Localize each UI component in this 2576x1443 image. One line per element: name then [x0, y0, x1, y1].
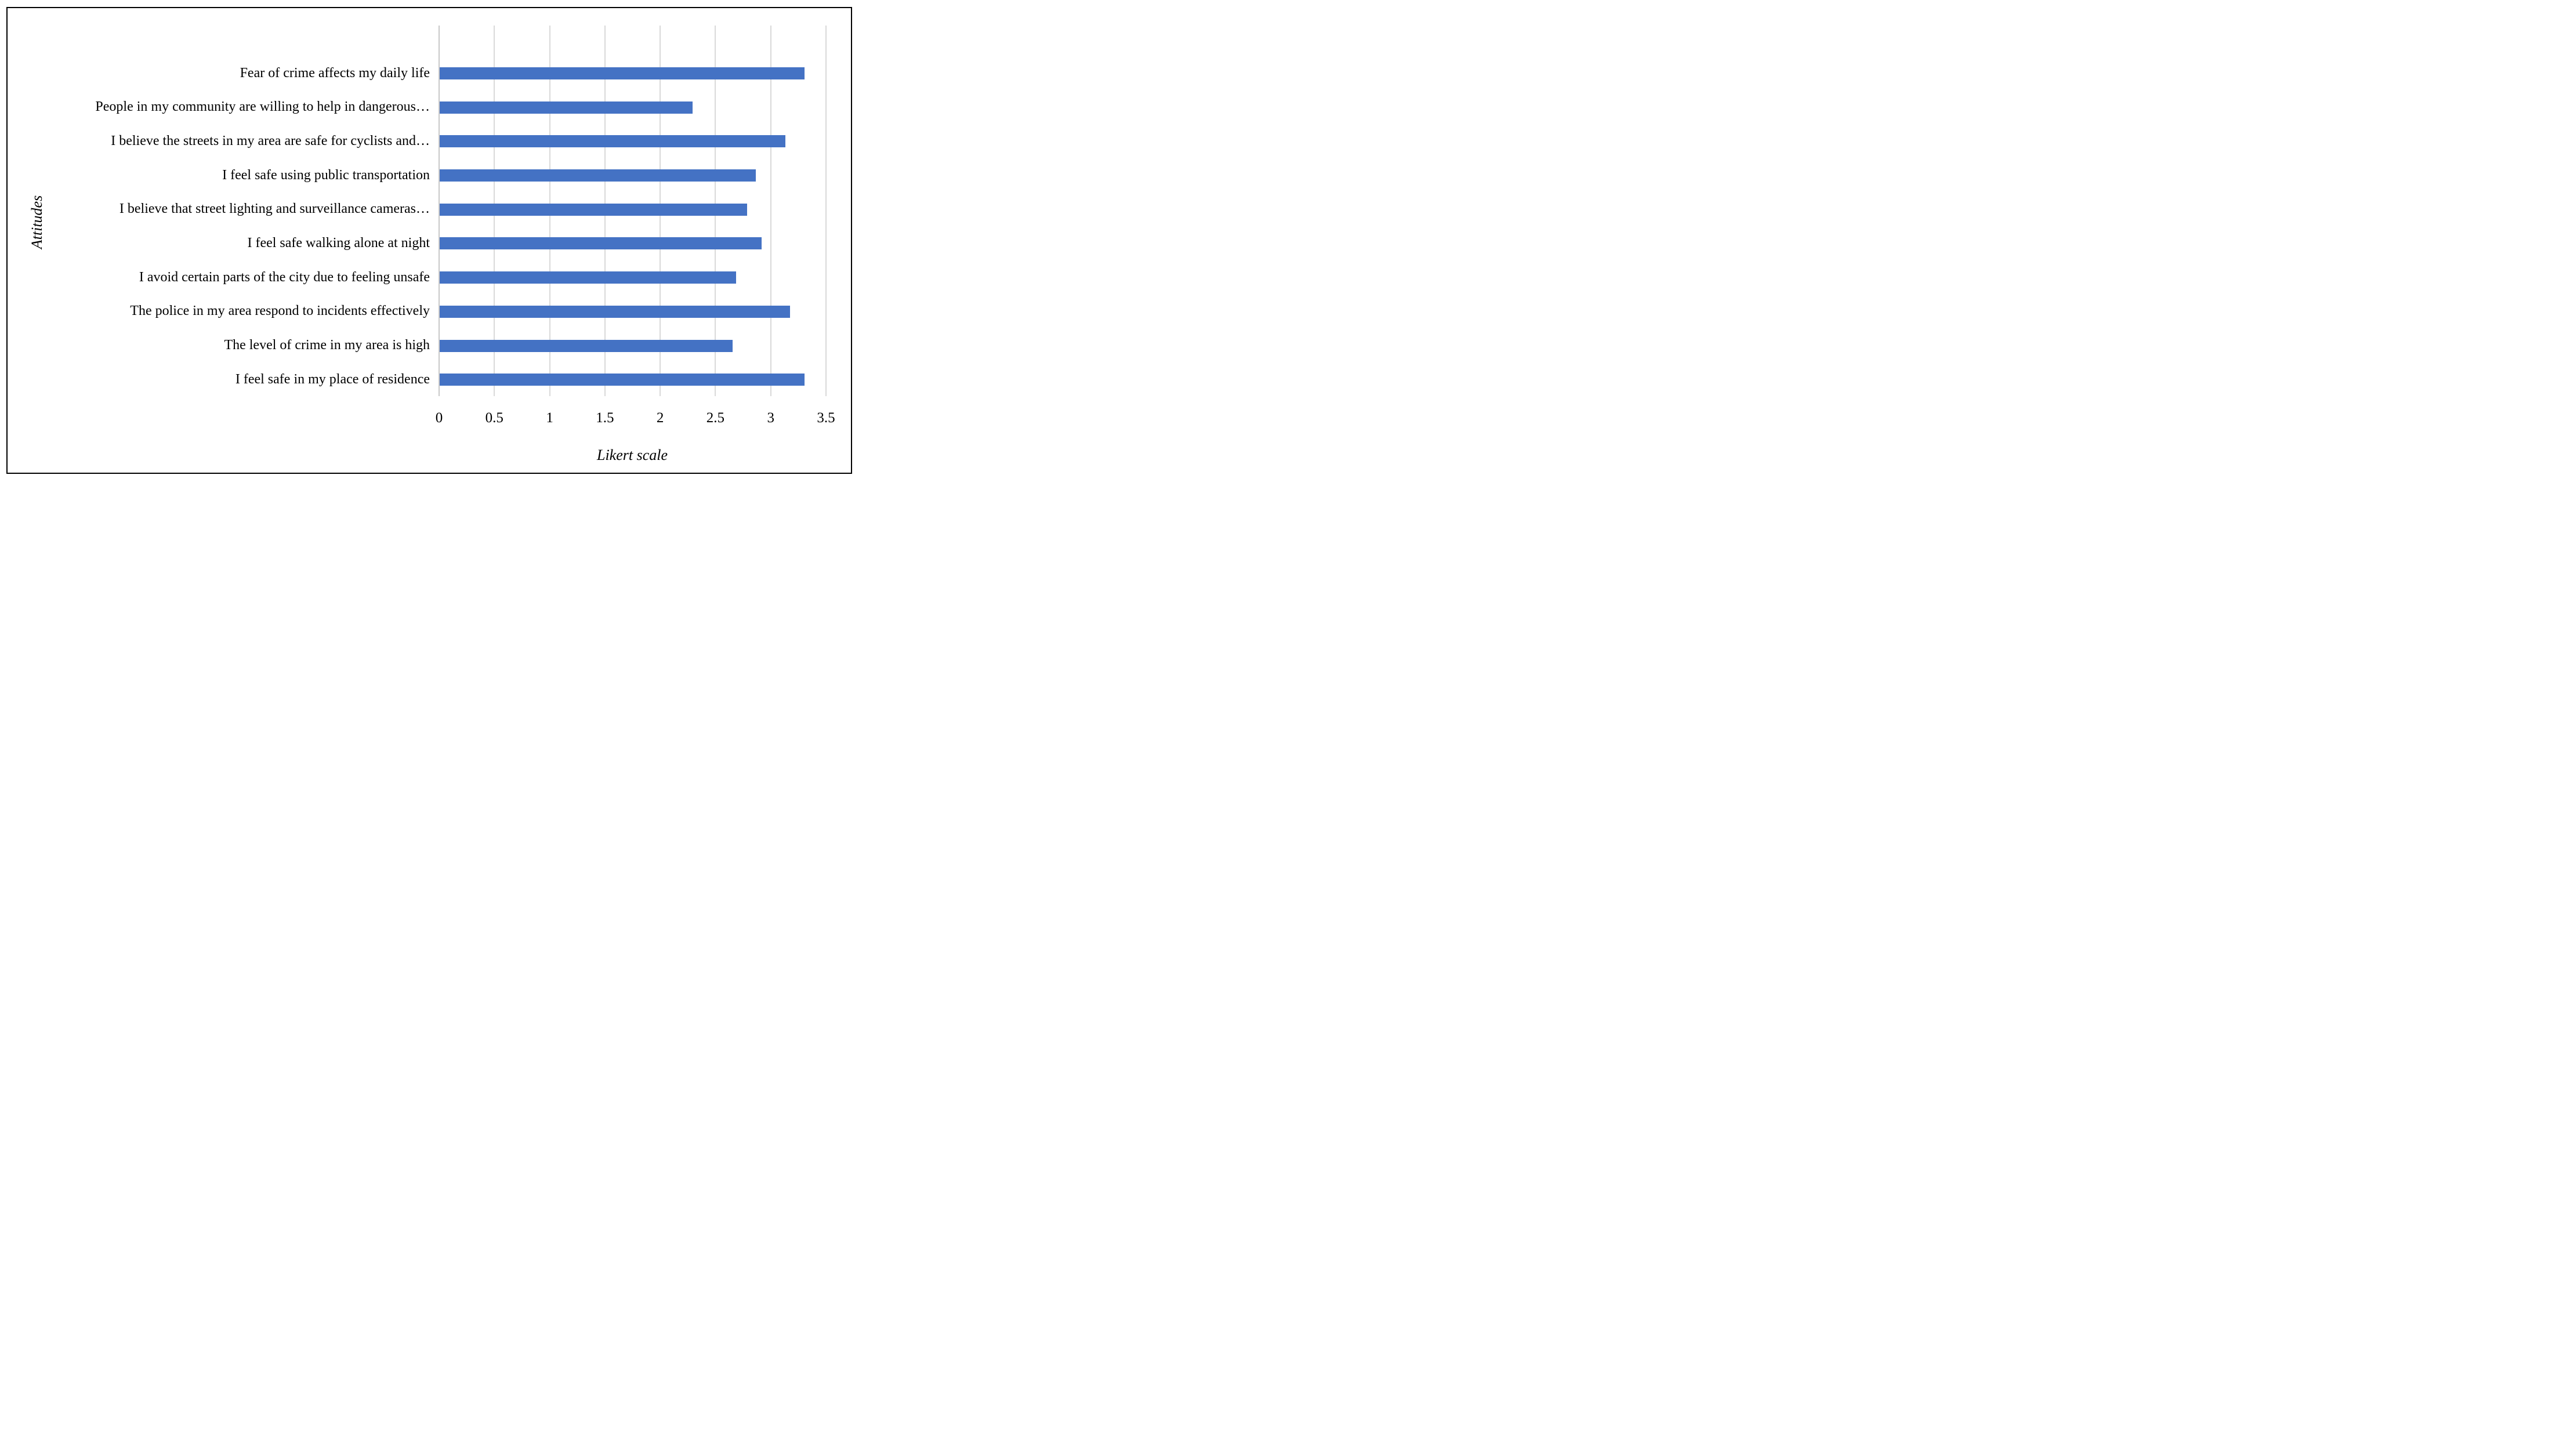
x-tick-label: 1.5: [596, 410, 614, 426]
bar: [440, 67, 805, 79]
category-label: I believe the streets in my area are saf…: [111, 133, 430, 148]
category-label: I feel safe walking alone at night: [247, 235, 430, 251]
x-tick-label: 3.5: [817, 410, 835, 426]
x-tick-label: 2: [656, 410, 664, 426]
x-tick-label: 0.5: [485, 410, 503, 426]
category-label: I believe that street lighting and surve…: [119, 201, 430, 217]
figure-frame: [6, 7, 852, 474]
bar: [440, 374, 805, 386]
bar: [440, 135, 786, 148]
gridline: [825, 26, 827, 396]
bar: [440, 305, 791, 318]
bar: [440, 101, 693, 114]
bar: [440, 203, 747, 216]
bar: [440, 271, 736, 284]
x-axis-zero-line: [439, 26, 440, 396]
plot-area: 0 0.5 1 1.5 2 2.5 3 3.5 Fear of crime affects my…: [0, 0, 858, 481]
category-label: Fear of crime affects my daily life: [240, 65, 430, 81]
bar: [440, 237, 762, 250]
x-tick-label: 1: [546, 410, 553, 426]
category-label: I feel safe in my place of residence: [235, 371, 430, 387]
category-label: People in my community are willing to he…: [95, 99, 430, 115]
bar: [440, 339, 733, 352]
bar: [440, 169, 756, 182]
category-label: I avoid certain parts of the city due to…: [139, 269, 430, 285]
category-label: I feel safe using public transportation: [222, 167, 430, 183]
x-axis-title: Likert scale: [596, 447, 668, 463]
category-label: The level of crime in my area is high: [224, 338, 430, 353]
x-tick-label: 0: [435, 410, 443, 426]
figure: Attitudes 0 0.5 1 1.5 2 2.5 3 3.5 Fear of crime …: [0, 0, 858, 481]
category-label: The police in my area respond to inciden…: [130, 303, 430, 319]
gridline: [770, 26, 771, 396]
x-tick-label: 2.5: [706, 410, 725, 426]
x-tick-label: 3: [767, 410, 774, 426]
